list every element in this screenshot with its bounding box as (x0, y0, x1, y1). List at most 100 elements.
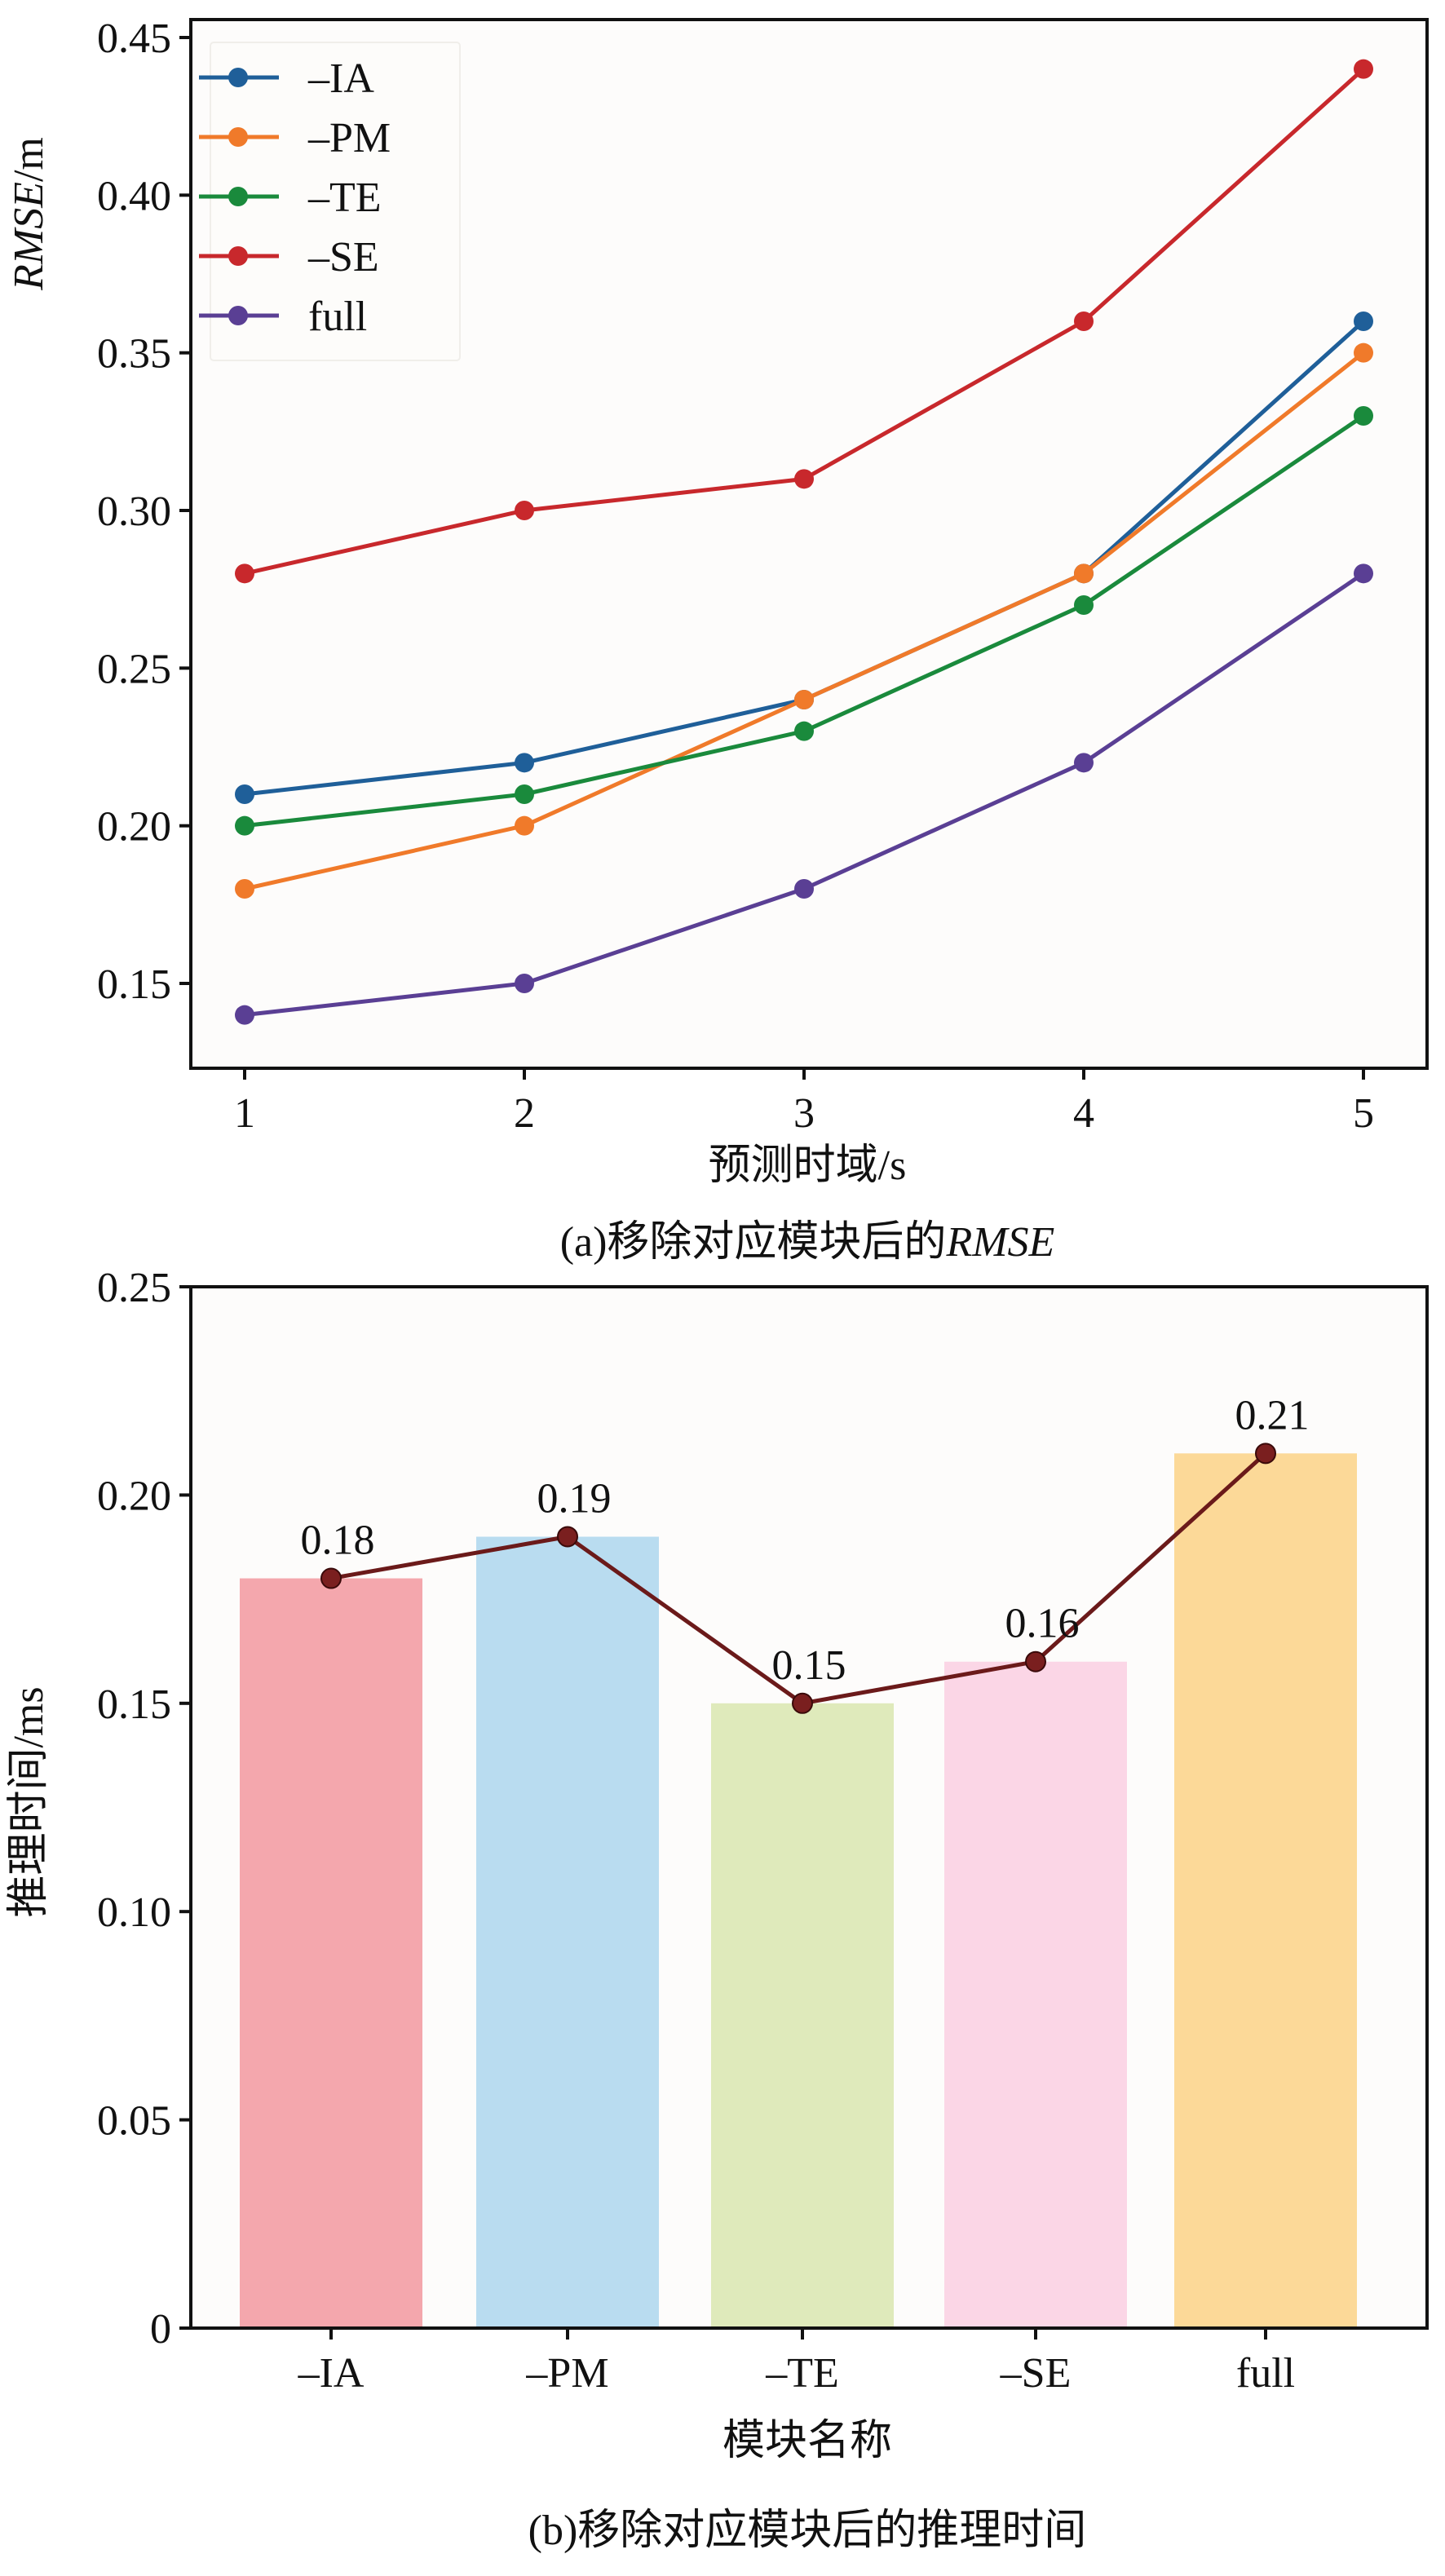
rmse-data-point (1354, 563, 1373, 584)
rmse-y-tick-label: 0.35 (97, 331, 171, 378)
inference-bar (711, 1703, 894, 2328)
inference-bar (476, 1536, 659, 2328)
rmse-data-point (794, 721, 814, 741)
rmse-data-point (794, 690, 814, 709)
rmse-plot-frame (189, 18, 1429, 1070)
rmse-data-point (1354, 406, 1373, 426)
inference-x-axis: –IA –PM –TE –SE full (298, 2328, 1295, 2397)
rmse-x-tick-label: 3 (793, 1090, 815, 1137)
inference-overlay-point (557, 1526, 578, 1548)
rmse-series-full (235, 563, 1373, 1025)
inference-bar (944, 1661, 1127, 2328)
inference-y-axis-title: 推理时间/ms (6, 1686, 52, 1917)
rmse-data-point (515, 974, 534, 993)
rmse-y-tick-label: 0.45 (97, 15, 171, 62)
rmse-x-tick-label: 1 (234, 1090, 255, 1137)
inference-data-label: 0.18 (301, 1518, 375, 1564)
legend-marker-swatch (228, 127, 248, 147)
legend-label: –TE (307, 175, 382, 221)
inference-y-axis: 0 0.05 0.10 0.15 0.20 0.25 (97, 1265, 191, 2353)
inference-y-tick-label: 0 (150, 2306, 171, 2353)
rmse-data-point (1354, 342, 1373, 363)
rmse-x-axis: 1 2 3 4 5 (234, 1068, 1374, 1137)
rmse-y-tick-label: 0.20 (97, 804, 171, 851)
rmse-data-point (235, 879, 254, 899)
rmse-data-point (515, 501, 534, 520)
rmse-data-point (235, 784, 254, 804)
inference-y-tick-label: 0.20 (97, 1473, 171, 1519)
inference-data-label: 0.15 (772, 1642, 846, 1689)
rmse-legend-item: full (199, 294, 367, 340)
inference-data-label: 0.16 (1005, 1601, 1080, 1647)
rmse-y-tick-label: 0.15 (97, 961, 171, 1008)
rmse-x-axis-title: 预测时域/s (709, 1142, 907, 1189)
inference-overlay-point (792, 1692, 813, 1714)
inference-y-tick-label: 0.05 (97, 2098, 171, 2145)
rmse-series-group (235, 59, 1373, 1025)
rmse-y-axis-title: RMSE/m (6, 137, 52, 291)
rmse-series-se (235, 59, 1373, 584)
inference-overlay-point (320, 1567, 342, 1589)
inference-x-tick-label: –TE (765, 2350, 839, 2397)
rmse-y-tick-label: 0.25 (97, 646, 171, 692)
rmse-data-point (235, 815, 254, 836)
inference-y-tick-label: 0.25 (97, 1265, 171, 1311)
rmse-line-chart: 0.15 0.20 0.25 0.30 0.35 0.40 0.45 1 2 3 4 5 –IA –P… (6, 15, 1429, 1266)
inference-y-tick-label: 0.10 (97, 1889, 171, 1936)
rmse-caption: (a)移除对应模块后的RMSE (560, 1219, 1055, 1266)
inference-data-label: 0.19 (537, 1475, 612, 1522)
rmse-data-point (1074, 753, 1094, 773)
rmse-y-tick-label: 0.30 (97, 488, 171, 535)
legend-label: –SE (307, 234, 379, 281)
legend-label: –PM (307, 115, 391, 161)
rmse-data-point (1074, 312, 1094, 331)
rmse-data-point (235, 1005, 254, 1025)
inference-caption: (b)移除对应模块后的推理时间 (528, 2508, 1087, 2554)
inference-overlay-point (1255, 1443, 1276, 1465)
rmse-legend-box (210, 42, 461, 361)
legend-marker-swatch (228, 68, 248, 87)
inference-x-tick-label: –PM (525, 2350, 608, 2397)
rmse-data-point (515, 784, 534, 804)
rmse-data-point (1074, 563, 1094, 584)
legend-label: full (308, 294, 367, 340)
rmse-data-point (1354, 312, 1373, 331)
rmse-series-te (235, 406, 1373, 836)
inference-x-tick-label: full (1236, 2350, 1295, 2397)
rmse-y-tick-label: 0.40 (97, 173, 171, 219)
inference-x-tick-label: –IA (298, 2350, 365, 2397)
inference-data-label: 0.21 (1235, 1392, 1310, 1438)
rmse-data-point (1074, 595, 1094, 615)
rmse-x-tick-label: 4 (1073, 1090, 1094, 1137)
rmse-y-axis: 0.15 0.20 0.25 0.30 0.35 0.40 0.45 (97, 15, 191, 1008)
inference-data-labels-group: 0.18 0.19 0.15 0.16 0.21 (301, 1392, 1310, 1688)
rmse-legend-item: –TE (199, 175, 382, 221)
rmse-y-axis-title-unit: /m (6, 137, 52, 182)
inference-x-axis-title: 模块名称 (722, 2418, 892, 2464)
legend-marker-swatch (228, 246, 248, 266)
rmse-data-point (794, 469, 814, 489)
legend-marker-swatch (228, 306, 248, 325)
inference-y-tick-label: 0.15 (97, 1681, 171, 1728)
rmse-legend-item: –SE (199, 234, 379, 281)
inference-time-bar-chart: 0.18 0.19 0.15 0.16 0.21 0 0.05 0.10 0.15 0.20 0.… (6, 1265, 1429, 2554)
rmse-data-point (515, 753, 534, 773)
rmse-series-pm (235, 342, 1373, 899)
legend-label: –IA (307, 55, 374, 102)
legend-marker-swatch (228, 187, 248, 206)
inference-overlay-line-group (320, 1443, 1276, 1714)
rmse-x-tick-label: 2 (514, 1090, 535, 1137)
rmse-legend: –IA –PM –TE –SE full (199, 42, 461, 361)
rmse-caption-prefix: (a)移除对应模块后的 (560, 1219, 947, 1266)
rmse-data-point (794, 879, 814, 899)
inference-bars-group (240, 1453, 1357, 2328)
inference-plot-frame (189, 1285, 1429, 2330)
inference-overlay-point (1025, 1650, 1046, 1672)
inference-x-tick-label: –SE (1000, 2350, 1072, 2397)
rmse-y-axis-title-italic: RMSE (6, 182, 52, 291)
rmse-x-tick-label: 5 (1353, 1090, 1374, 1137)
inference-bar (1174, 1453, 1357, 2328)
rmse-legend-item: –PM (199, 115, 391, 161)
rmse-data-point (515, 815, 534, 836)
